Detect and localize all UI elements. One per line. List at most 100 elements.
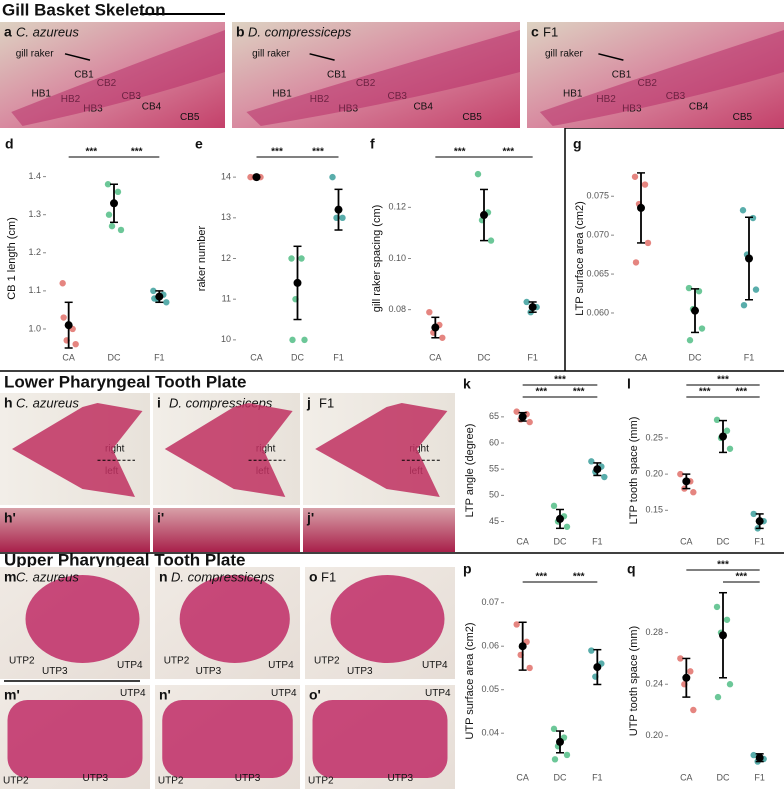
mean-point xyxy=(528,303,537,312)
y-tick-label: 1.0 xyxy=(28,323,41,333)
section-title: Upper Pharyngeal Tooth Plate xyxy=(4,550,246,569)
specimen xyxy=(179,575,290,663)
photo xyxy=(153,508,300,552)
mean-point xyxy=(556,514,564,523)
y-tick-label: 0.06 xyxy=(481,641,499,651)
photo-label: CB4 xyxy=(689,101,709,112)
significance-label: *** xyxy=(573,572,585,583)
x-tick-label: DC xyxy=(717,772,730,782)
mean-point xyxy=(682,673,691,682)
data-point xyxy=(551,756,559,763)
y-tick-label: 0.24 xyxy=(645,679,663,689)
mean-point xyxy=(293,278,302,287)
mean-point xyxy=(719,432,727,441)
mean-point xyxy=(755,753,764,762)
significance-label: *** xyxy=(85,147,97,158)
significance-label: *** xyxy=(699,387,711,398)
data-point xyxy=(301,336,308,344)
data-point xyxy=(750,751,757,759)
significance-label: *** xyxy=(735,387,747,398)
y-axis-label: LTP angle (degree) xyxy=(464,424,476,518)
significance-label: *** xyxy=(312,147,324,158)
x-tick-label: DC xyxy=(717,536,730,546)
x-tick-label: DC xyxy=(554,536,567,546)
photo xyxy=(303,508,455,552)
panel-letter: o' xyxy=(309,687,321,703)
y-axis-label: UTP tooth space (mm) xyxy=(628,626,640,736)
y-tick-label: 0.20 xyxy=(645,730,663,740)
x-tick-label: DC xyxy=(554,772,567,782)
x-tick-label: DC xyxy=(689,352,702,362)
photo-label: CB1 xyxy=(327,70,347,81)
mean-point xyxy=(637,203,645,212)
y-tick-label: 13 xyxy=(221,212,231,222)
photo-label: right xyxy=(409,444,429,455)
species-name: F1 xyxy=(543,24,558,39)
specimen xyxy=(25,575,140,663)
y-tick-label: 0.075 xyxy=(586,191,609,201)
data-point xyxy=(698,325,706,332)
specimen xyxy=(246,30,520,126)
y-tick-label: 0.08 xyxy=(388,304,406,314)
photo-label: CB1 xyxy=(612,70,632,81)
data-point xyxy=(687,668,694,675)
y-tick-label: 0.04 xyxy=(481,728,499,738)
y-tick-label: 0.15 xyxy=(645,505,663,515)
y-tick-label: 12 xyxy=(221,253,231,263)
panel-border xyxy=(564,127,784,371)
data-point xyxy=(677,655,684,662)
mean-point xyxy=(252,173,261,182)
specimen xyxy=(162,700,293,778)
panel-letter: a xyxy=(4,24,12,40)
data-point xyxy=(72,340,79,348)
data-point xyxy=(526,418,533,426)
panel-letter: g xyxy=(573,136,582,152)
y-tick-label: 0.070 xyxy=(586,230,609,240)
mean-point xyxy=(593,465,602,474)
data-point xyxy=(487,237,495,244)
photo-label: gill raker xyxy=(545,48,583,59)
data-point xyxy=(685,284,693,292)
panel-letter: q xyxy=(627,561,636,577)
y-tick-label: 0.28 xyxy=(645,627,663,637)
data-point xyxy=(288,255,295,262)
x-tick-label: DC xyxy=(291,352,304,362)
data-point xyxy=(631,173,639,180)
data-point xyxy=(426,309,433,316)
species-name: F1 xyxy=(321,569,336,584)
data-point xyxy=(550,502,558,510)
panel-letter: d xyxy=(5,136,14,152)
panel-letter: e xyxy=(195,136,203,152)
data-point xyxy=(644,239,652,247)
y-tick-label: 55 xyxy=(489,464,499,474)
panel-letter: h xyxy=(4,395,13,411)
y-tick-label: 0.07 xyxy=(481,597,499,607)
data-point xyxy=(723,616,731,623)
panel-letter: m' xyxy=(4,687,20,703)
species-name: D. compressiceps xyxy=(171,569,275,584)
photo-label: UTP4 xyxy=(120,688,146,699)
mean-point xyxy=(518,642,527,651)
data-point xyxy=(690,706,697,714)
photo-label: UTP2 xyxy=(308,775,334,786)
significance-label: *** xyxy=(131,147,143,158)
x-tick-label: F1 xyxy=(592,772,603,782)
data-point xyxy=(298,255,305,262)
x-tick-label: CA xyxy=(680,772,693,782)
photo-label: UTP2 xyxy=(158,775,184,786)
x-tick-label: CA xyxy=(635,352,648,362)
data-point xyxy=(104,181,112,188)
photo-label: UTP3 xyxy=(42,666,68,677)
significance-label: *** xyxy=(502,147,514,158)
data-point xyxy=(726,445,734,452)
x-tick-label: F1 xyxy=(527,352,538,362)
panel-letter: j' xyxy=(306,510,314,526)
photo-label: UTP4 xyxy=(422,660,448,671)
specimen xyxy=(164,403,293,497)
data-point xyxy=(563,523,571,530)
y-tick-label: 0.060 xyxy=(586,307,609,317)
significance-label: *** xyxy=(535,387,547,398)
photo-label: CB4 xyxy=(413,101,433,112)
mean-point xyxy=(155,292,164,301)
